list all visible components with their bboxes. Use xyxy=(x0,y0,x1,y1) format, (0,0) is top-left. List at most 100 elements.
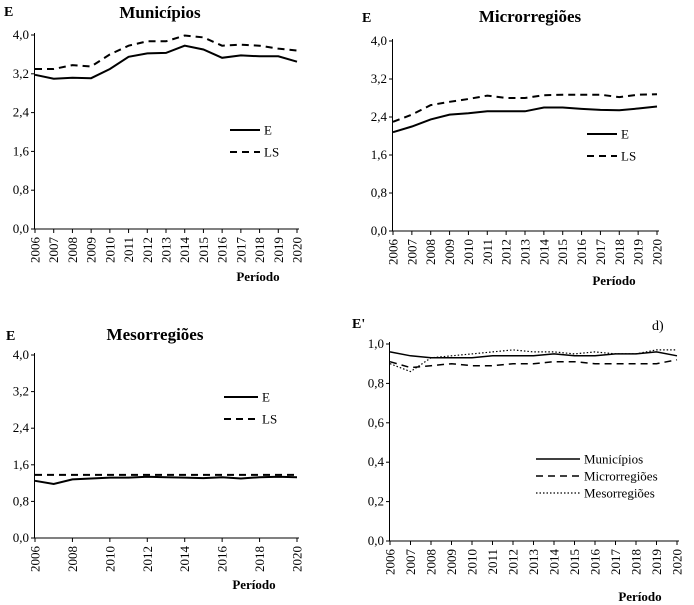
legend-label: E xyxy=(264,123,272,138)
x-tick-label: 2007 xyxy=(46,237,61,264)
panel-2: 0,0 0,8 1,6 2,4 3,2 4,0 2006 2007 2008 2009 2010 20… xyxy=(362,7,665,288)
y-tick-label: 0,6 xyxy=(368,415,385,430)
x-tick-label: 2019 xyxy=(649,549,664,575)
x-tick-label: 2012 xyxy=(140,237,155,263)
y-tick-label: 4,0 xyxy=(13,347,29,362)
x-tick-label: 2016 xyxy=(588,549,603,576)
x-tick-label: 2015 xyxy=(196,237,211,263)
x-tick-label: 2012 xyxy=(499,239,514,265)
x-tick-label: 2018 xyxy=(252,546,267,572)
x-tick-label: 2011 xyxy=(485,549,500,575)
x-tick-label: 2015 xyxy=(555,239,570,265)
series-line-e xyxy=(34,44,298,80)
series-line-e xyxy=(392,105,658,134)
x-tick-label: 2006 xyxy=(28,546,43,573)
legend-label: E xyxy=(621,127,629,142)
y-axis-label: E xyxy=(362,11,371,26)
legend-label: LS xyxy=(621,149,636,164)
x-tick-label: 2009 xyxy=(84,237,99,263)
y-tick-label: 0,0 xyxy=(368,533,384,548)
x-axis-label: Período xyxy=(236,269,279,284)
x-tick-label: 2018 xyxy=(629,549,644,575)
y-axis-label: E xyxy=(6,329,15,344)
x-tick-label: 2016 xyxy=(574,239,589,266)
x-tick-label: 2014 xyxy=(536,239,551,266)
series-line-ls xyxy=(35,34,298,70)
x-tick-label: 2016 xyxy=(215,237,230,264)
y-tick-label: 3,2 xyxy=(13,384,29,399)
x-tick-label: 2008 xyxy=(65,237,80,263)
y-tick-label: 3,2 xyxy=(371,71,387,86)
y-tick-label: 1,6 xyxy=(13,457,30,472)
x-tick-label: 2006 xyxy=(383,549,398,576)
chart-title: Municípios xyxy=(119,3,201,22)
y-tick-label: 0,0 xyxy=(371,223,387,238)
x-tick-label: 2018 xyxy=(252,237,267,263)
y-tick-label: 0,0 xyxy=(13,530,29,545)
series-line-microrregiões xyxy=(389,359,678,369)
y-tick-label: 2,4 xyxy=(13,420,30,435)
y-axis-label: E' xyxy=(352,317,365,332)
x-tick-label: 2017 xyxy=(233,237,248,264)
y-tick-label: 3,2 xyxy=(13,66,29,81)
series-line-e xyxy=(34,475,298,486)
x-tick-label: 2014 xyxy=(177,237,192,264)
x-tick-label: 2010 xyxy=(465,549,480,575)
series-line-mesorregiões xyxy=(389,349,677,373)
x-tick-label: 2010 xyxy=(102,546,117,572)
y-tick-label: 0,0 xyxy=(13,221,29,236)
x-axis-label: Período xyxy=(592,273,635,288)
legend-label: LS xyxy=(262,412,277,427)
y-tick-label: 0,8 xyxy=(13,182,29,197)
x-tick-label: 2007 xyxy=(404,239,419,266)
x-tick-label: 2012 xyxy=(506,549,521,575)
x-axis-label: Período xyxy=(232,577,275,592)
panel-4: 0,0 0,2 0,4 0,6 0,8 1,0 2006 2007 2008 2009 2010 20… xyxy=(352,317,685,604)
x-tick-label: 2013 xyxy=(159,237,174,263)
x-tick-label: 2017 xyxy=(608,549,623,576)
y-tick-label: 1,6 xyxy=(371,147,388,162)
x-tick-label: 2011 xyxy=(121,237,136,263)
panel-label: d) xyxy=(652,319,664,334)
legend-label: LS xyxy=(264,145,279,160)
x-tick-label: 2010 xyxy=(102,237,117,263)
x-tick-label: 2016 xyxy=(215,546,230,573)
x-tick-label: 2014 xyxy=(177,546,192,573)
legend-label: Microrregiões xyxy=(584,469,658,484)
y-tick-label: 1,6 xyxy=(13,143,30,158)
x-tick-label: 2008 xyxy=(423,239,438,265)
y-tick-label: 1,0 xyxy=(368,336,384,351)
x-tick-label: 2011 xyxy=(480,239,495,265)
legend-label: Municípios xyxy=(584,452,643,467)
chart-title: Mesorregiões xyxy=(107,325,204,344)
series-line-municípios xyxy=(389,351,678,359)
x-axis-label: Período xyxy=(618,589,661,604)
x-tick-label: 2009 xyxy=(444,549,459,575)
y-tick-label: 0,2 xyxy=(368,494,384,509)
y-tick-label: 0,8 xyxy=(13,493,29,508)
x-tick-label: 2015 xyxy=(567,549,582,575)
x-tick-label: 2009 xyxy=(442,239,457,265)
x-tick-label: 2020 xyxy=(290,237,305,263)
y-tick-label: 2,4 xyxy=(371,109,388,124)
x-tick-label: 2008 xyxy=(65,546,80,572)
x-tick-label: 2020 xyxy=(670,549,685,575)
panel-3: 0,0 0,8 1,6 2,4 3,2 4,0 2006 2008 2010 2012 2014 20… xyxy=(6,325,305,592)
x-tick-label: 2020 xyxy=(290,546,305,572)
x-tick-label: 2010 xyxy=(461,239,476,265)
x-tick-label: 2006 xyxy=(28,237,43,264)
chart-title: Microrregiões xyxy=(479,7,582,26)
x-tick-label: 2013 xyxy=(526,549,541,575)
legend-label: Mesorregiões xyxy=(584,486,655,501)
legend-label: E xyxy=(262,390,270,405)
y-tick-label: 0,8 xyxy=(368,375,384,390)
y-tick-label: 4,0 xyxy=(371,33,387,48)
x-tick-label: 2012 xyxy=(140,546,155,572)
x-tick-label: 2017 xyxy=(593,239,608,266)
x-tick-label: 2019 xyxy=(631,239,646,265)
panel-1: 0,0 0,8 1,6 2,4 3,2 4,0 2006 2007 2008 2009 2010 20… xyxy=(4,3,305,284)
x-tick-label: 2008 xyxy=(424,549,439,575)
x-tick-label: 2006 xyxy=(386,239,401,266)
y-tick-label: 0,8 xyxy=(371,185,387,200)
